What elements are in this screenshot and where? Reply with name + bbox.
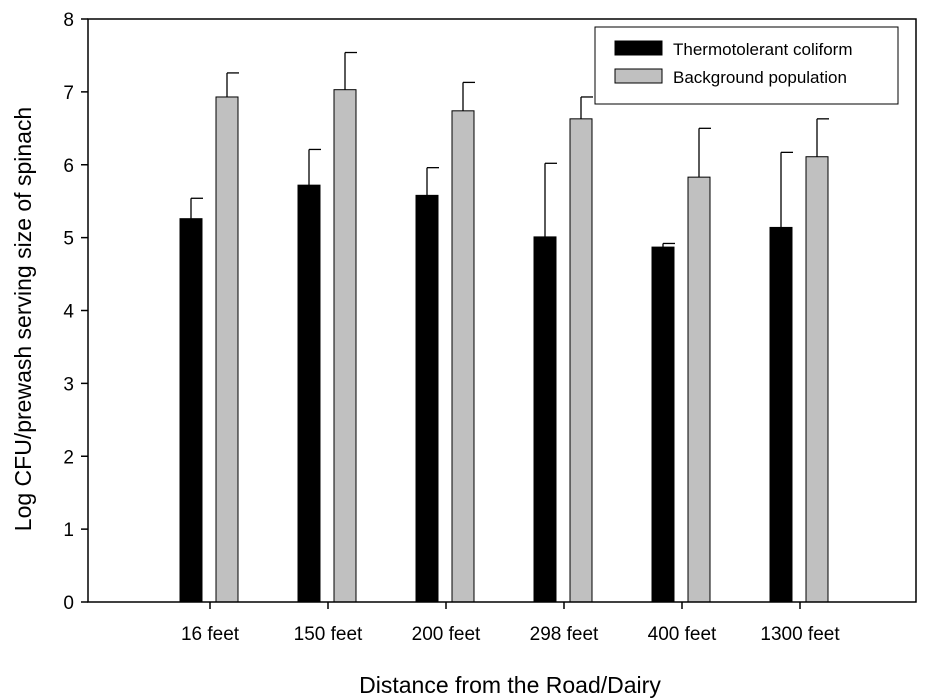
legend-swatch-background-population [614,68,663,84]
y-tick-label: 4 [63,302,74,323]
x-tick-label: 16 feet [181,624,240,645]
bar-thermotolerant-coliform-3 [415,194,439,603]
bar-background-population-6 [805,156,829,603]
legend-swatch-thermotolerant-coliform [614,40,663,56]
bar-background-population-2 [333,89,357,603]
bar-thermotolerant-coliform-5 [651,246,675,603]
x-tick-label: 400 feet [648,624,717,645]
legend-label-thermotolerant-coliform: Thermotolerant coliform [673,40,853,59]
y-tick-label: 1 [63,520,74,541]
bar-thermotolerant-coliform-1 [179,218,203,603]
y-tick-label: 8 [63,10,74,31]
x-tick-label: 200 feet [412,624,481,645]
x-tick-label: 1300 feet [760,624,840,645]
x-tick-label: 150 feet [294,624,363,645]
bar-background-population-3 [451,110,475,603]
plot-area [179,51,829,603]
y-axis-title: Log CFU/prewash serving size of spinach [10,107,36,531]
y-tick-label: 3 [63,374,74,395]
legend: Thermotolerant coliform Background popul… [594,26,899,105]
bar-thermotolerant-coliform-2 [297,184,321,603]
bar-background-population-1 [215,96,239,603]
x-tick-label: 298 feet [530,624,599,645]
axes: 16 feet 150 feet 200 feet 298 feet 400 feet 1… [63,10,917,645]
legend-box [594,26,899,105]
y-tick-label: 7 [63,83,74,104]
legend-label-background-population: Background population [673,68,847,87]
x-axis-title: Distance from the Road/Dairy [359,672,661,698]
bar-background-population-4 [569,118,593,603]
y-tick-label: 6 [63,156,74,177]
bar-thermotolerant-coliform-4 [533,236,557,603]
bar-background-population-5 [687,176,711,603]
bar-thermotolerant-coliform-6 [769,226,793,603]
y-tick-label: 2 [63,447,74,468]
y-tick-label: 0 [63,593,74,614]
y-tick-label: 5 [63,229,74,250]
